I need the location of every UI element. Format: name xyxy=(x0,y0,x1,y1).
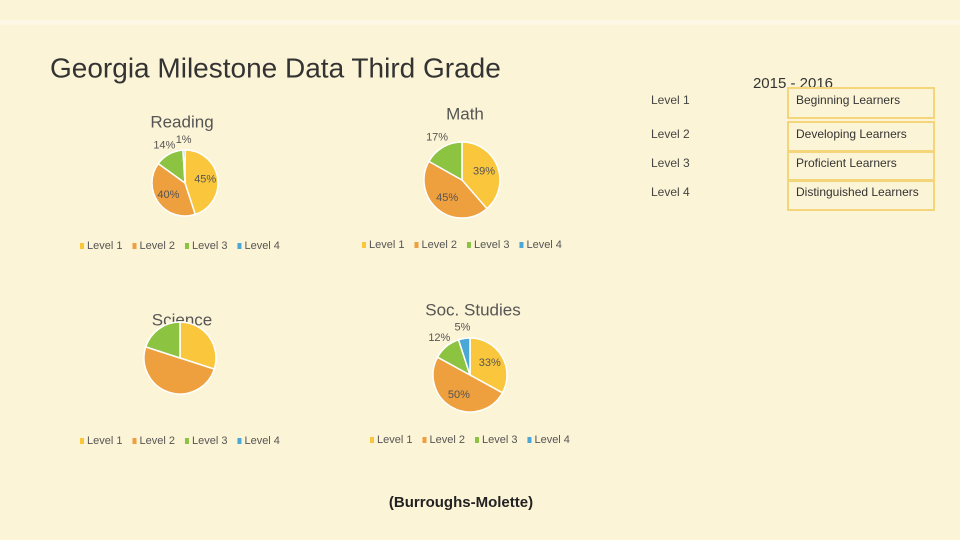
data-label: 5% xyxy=(455,321,471,333)
data-label: 12% xyxy=(428,332,450,344)
pie-slice xyxy=(151,162,197,217)
pie-slice xyxy=(182,149,186,184)
pie-slice xyxy=(423,160,488,219)
legend-label: Level 3 xyxy=(482,434,517,446)
legend-label: Level 1 xyxy=(377,434,412,446)
legend-swatch xyxy=(237,243,242,249)
table-title: 2015 - 2016 xyxy=(753,75,833,92)
legend-swatch xyxy=(422,437,427,443)
pie-slice xyxy=(432,356,504,413)
pie-slice xyxy=(184,149,219,216)
legend-label: Level 2 xyxy=(421,239,456,251)
legend-label: Level 3 xyxy=(192,240,227,252)
pie-slice xyxy=(469,337,508,394)
table-cell-border xyxy=(787,179,935,211)
legend-swatch xyxy=(184,243,189,249)
legend-label: Level 4 xyxy=(244,435,279,447)
legend-swatch xyxy=(474,437,479,443)
data-label: 1% xyxy=(176,134,192,146)
table-level: Level 3 xyxy=(651,156,690,170)
legend-label: Level 4 xyxy=(526,239,561,251)
data-label: 33% xyxy=(479,357,501,369)
data-label: 14% xyxy=(153,139,175,151)
legend-label: Level 1 xyxy=(369,239,404,251)
table-desc: Beginning Learners xyxy=(796,93,900,107)
table-desc: Distinguished Learners xyxy=(796,185,919,199)
footer: (Burroughs-Molette) xyxy=(389,494,533,511)
legend-label: Level 2 xyxy=(139,240,174,252)
legend-swatch xyxy=(370,437,374,443)
data-label: 17% xyxy=(426,131,448,143)
pie-slice xyxy=(144,321,181,360)
table-desc: Developing Learners xyxy=(796,127,907,141)
legend-label: Level 4 xyxy=(244,240,279,252)
table-desc: Proficient Learners xyxy=(796,156,897,170)
legend-swatch xyxy=(414,242,419,248)
legend-swatch xyxy=(80,243,84,249)
data-label: 45% xyxy=(436,192,458,204)
legend-swatch xyxy=(132,438,137,444)
chart-title: Math xyxy=(446,104,484,123)
legend-label: Level 2 xyxy=(139,435,174,447)
legend-label: Level 1 xyxy=(87,240,122,252)
table-cell-border xyxy=(787,87,935,119)
top-stripe xyxy=(0,20,960,25)
legend-swatch xyxy=(519,242,524,248)
pie-slice xyxy=(461,141,501,210)
chart-title: Soc. Studies xyxy=(425,300,520,319)
legend-swatch xyxy=(527,437,532,443)
legend-label: Level 4 xyxy=(534,434,569,446)
pie-slice xyxy=(143,345,216,395)
legend-label: Level 3 xyxy=(474,239,509,251)
legend-swatch xyxy=(184,438,189,444)
data-label: 50% xyxy=(448,389,470,401)
table-level: Level 2 xyxy=(651,127,690,141)
legend-swatch xyxy=(466,242,471,248)
pie-slice xyxy=(457,337,471,376)
pie-slice xyxy=(427,141,463,182)
chart-title: Reading xyxy=(150,112,213,131)
legend-label: Level 2 xyxy=(429,434,464,446)
data-label: 39% xyxy=(473,166,495,178)
legend-swatch xyxy=(132,243,137,249)
data-label: 45% xyxy=(194,174,216,186)
legend-swatch xyxy=(237,438,242,444)
slide-title: Georgia Milestone Data Third Grade xyxy=(50,52,501,83)
legend-swatch xyxy=(80,438,84,444)
table-level: Level 4 xyxy=(651,185,690,199)
table-level: Level 1 xyxy=(651,93,690,107)
legend-label: Level 1 xyxy=(87,435,122,447)
legend-label: Level 3 xyxy=(192,435,227,447)
pie-slice xyxy=(179,321,217,371)
legend-swatch xyxy=(362,242,366,248)
data-label: 40% xyxy=(157,189,179,201)
